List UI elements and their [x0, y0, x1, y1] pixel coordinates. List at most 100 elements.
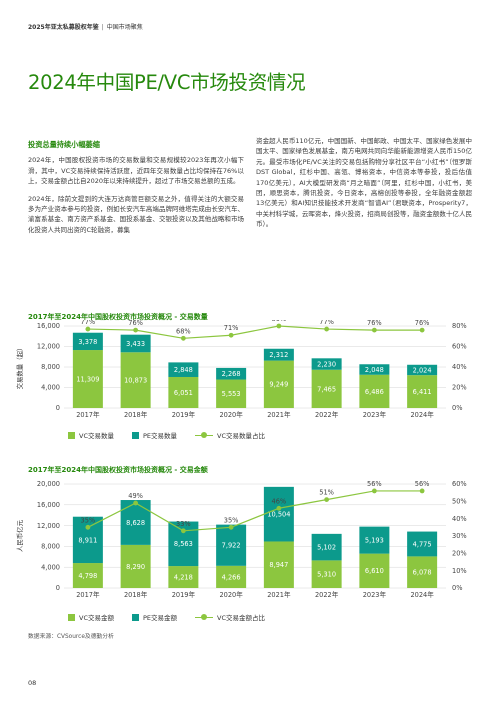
y2-tick-label: 60%: [452, 480, 467, 488]
right-column: 资金超人民币110亿元，中国国新、中国邮政、中国太平、国家绿色发展中国太平、国家…: [256, 136, 472, 237]
legend-swatch: [68, 431, 75, 439]
legend-swatch: [195, 432, 214, 439]
y-tick-label: 12,000: [37, 343, 60, 351]
bar-vc: [120, 544, 151, 588]
bar-label-vc: 4,218: [174, 573, 193, 581]
bar-label-pe: 8,911: [78, 536, 97, 544]
bar-label-vc: 6,610: [365, 567, 384, 575]
y-tick-label: 12,000: [37, 522, 60, 530]
bar-vc: [216, 379, 247, 408]
section-subheading: 投资总量持续小幅萎缩: [28, 140, 100, 149]
y-tick-label: 16,000: [37, 322, 60, 330]
share-label: 68%: [176, 327, 191, 335]
bar-vc: [407, 375, 438, 408]
bar-label-vc: 6,078: [413, 569, 432, 577]
share-label: 77%: [81, 320, 96, 326]
share-point: [85, 326, 91, 332]
x-tick-label: 2023年: [363, 410, 387, 419]
y2-tick-label: 40%: [452, 363, 467, 371]
data-source-note: 数据来源：CVSource及德勤分析: [28, 634, 114, 640]
legend-label: VC交易数量: [79, 432, 114, 440]
share-label: 76%: [415, 320, 430, 327]
share-label: 33%: [176, 520, 191, 528]
deal-value-legend: VC交易金额 PE交易金额 VC交易金额占比: [68, 612, 265, 622]
legend-label: VC交易金额占比: [217, 614, 266, 622]
share-point: [371, 327, 377, 333]
x-tick-label: 2023年: [363, 590, 387, 599]
bar-pe: [359, 364, 390, 375]
y2-tick-label: 10%: [452, 567, 467, 575]
legend-label: PE交易金额: [143, 614, 178, 622]
bar-pe: [216, 367, 247, 380]
legend-item: PE交易金额: [132, 612, 177, 622]
chart-title-deal-value: 2017年至2024年中国股权投资市场投资概况 - 交易金额: [28, 466, 208, 474]
bar-label-vc: 8,290: [126, 563, 145, 571]
deal-count-legend: VC交易数量 PE交易数量 VC交易数量占比: [68, 430, 265, 440]
bar-label-pe: 5,102: [317, 544, 336, 552]
paragraph: 2024年，中国股权投资市场的交易数量和交易规模较2023年再次小幅下滑，其中，…: [28, 156, 244, 186]
running-header: 2025年亚太私募股权年鉴 | 中国市场聚焦: [28, 24, 143, 31]
share-point: [324, 326, 330, 332]
bar-pe: [311, 358, 342, 370]
bar-vc: [263, 360, 294, 408]
x-tick-label: 2021年: [267, 590, 291, 599]
bar-label-vc: 5,310: [317, 571, 336, 579]
x-tick-label: 2024年: [410, 590, 434, 599]
legend-swatch: [68, 613, 75, 621]
bar-vc: [168, 376, 199, 408]
bar-label-vc: 4,798: [78, 572, 97, 580]
x-tick-label: 2018年: [124, 410, 148, 419]
bar-label-vc: 11,309: [76, 375, 99, 383]
bar-label-pe: 2,848: [174, 366, 193, 374]
bar-label-pe: 4,775: [413, 540, 432, 548]
bar-label-vc: 6,411: [413, 388, 432, 396]
y2-tick-label: 40%: [452, 515, 467, 523]
bar-label-pe: 7,922: [222, 542, 241, 550]
bar-label-pe: 2,268: [222, 370, 241, 378]
share-label: 71%: [224, 324, 239, 332]
share-label: 77%: [319, 320, 334, 326]
share-label: 35%: [81, 516, 96, 524]
report-name: 2025年亚太私募股权年鉴: [28, 24, 99, 31]
bar-pe: [407, 531, 438, 557]
share-point: [276, 505, 282, 511]
share-point: [180, 335, 186, 341]
bar-label-pe: 2,024: [413, 366, 432, 374]
bar-pe: [407, 364, 438, 376]
bar-pe: [72, 516, 103, 564]
share-label: 80%: [272, 320, 287, 323]
y2-tick-label: 20%: [452, 384, 467, 392]
bar-label-pe: 8,628: [126, 519, 145, 527]
bar-label-pe: 8,563: [174, 540, 193, 548]
legend-label: VC交易数量占比: [217, 432, 266, 440]
bar-label-vc: 9,249: [269, 381, 288, 389]
bar-label-vc: 6,051: [174, 389, 193, 397]
x-tick-label: 2020年: [219, 410, 243, 419]
bar-pe: [216, 524, 247, 566]
y-tick-label: 4,000: [41, 384, 60, 392]
page-number: 08: [28, 679, 37, 687]
x-tick-label: 2017年: [76, 590, 100, 599]
legend-item: VC交易数量占比: [195, 430, 265, 440]
y-tick-label: 8,000: [41, 363, 60, 371]
share-line: [87, 490, 423, 532]
x-tick-label: 2024年: [410, 410, 434, 419]
bar-label-vc: 7,465: [317, 385, 336, 393]
x-tick-label: 2021年: [267, 410, 291, 419]
bar-vc: [72, 350, 103, 408]
y-axis-label: 人民币亿元: [15, 519, 24, 552]
x-tick-label: 2020年: [219, 590, 243, 599]
share-label: 35%: [224, 516, 239, 524]
bar-vc: [72, 563, 103, 588]
bar-label-pe: 2,048: [365, 366, 384, 374]
bar-vc: [120, 352, 151, 408]
x-tick-label: 2022年: [315, 410, 339, 419]
paragraph: 资金超人民币110亿元，中国国新、中国邮政、中国太平、国家绿色发展中国太平、国家…: [256, 137, 472, 229]
bar-label-pe: 2,312: [269, 351, 288, 359]
share-point: [276, 323, 282, 329]
share-point: [371, 488, 377, 494]
y2-tick-label: 0%: [452, 584, 462, 592]
bar-label-vc: 10,873: [124, 377, 147, 385]
bar-pe: [168, 362, 199, 377]
